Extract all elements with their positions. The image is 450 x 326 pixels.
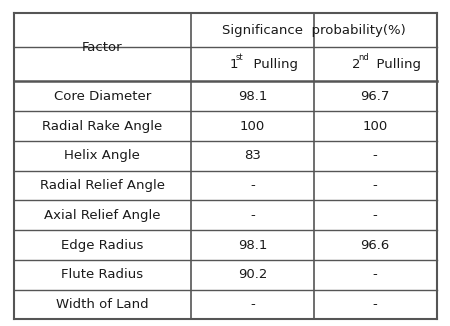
- Text: -: -: [250, 298, 255, 311]
- Text: st: st: [235, 53, 243, 62]
- Text: Radial Rake Angle: Radial Rake Angle: [42, 120, 162, 133]
- Text: -: -: [250, 209, 255, 222]
- Text: -: -: [373, 179, 378, 192]
- Text: Radial Relief Angle: Radial Relief Angle: [40, 179, 165, 192]
- Text: -: -: [373, 268, 378, 281]
- Text: Core Diameter: Core Diameter: [54, 90, 151, 103]
- Text: 100: 100: [240, 120, 265, 133]
- Text: Edge Radius: Edge Radius: [61, 239, 144, 252]
- Text: nd: nd: [358, 53, 369, 62]
- Text: Width of Land: Width of Land: [56, 298, 148, 311]
- Text: 96.7: 96.7: [360, 90, 390, 103]
- Text: -: -: [373, 298, 378, 311]
- Text: 90.2: 90.2: [238, 268, 267, 281]
- Text: Factor: Factor: [82, 41, 123, 54]
- Text: Pulling: Pulling: [368, 58, 421, 71]
- Text: 1: 1: [230, 58, 238, 71]
- Text: 96.6: 96.6: [360, 239, 390, 252]
- Text: Significance  probability(%): Significance probability(%): [222, 24, 406, 37]
- Text: 98.1: 98.1: [238, 90, 267, 103]
- Text: -: -: [250, 179, 255, 192]
- Text: Helix Angle: Helix Angle: [64, 149, 140, 162]
- Text: Pulling: Pulling: [245, 58, 298, 71]
- Text: Axial Relief Angle: Axial Relief Angle: [44, 209, 161, 222]
- Text: 100: 100: [363, 120, 388, 133]
- Text: Flute Radius: Flute Radius: [61, 268, 144, 281]
- Text: 98.1: 98.1: [238, 239, 267, 252]
- Text: -: -: [373, 209, 378, 222]
- Text: 2: 2: [352, 58, 360, 71]
- Text: 83: 83: [244, 149, 261, 162]
- Text: -: -: [373, 149, 378, 162]
